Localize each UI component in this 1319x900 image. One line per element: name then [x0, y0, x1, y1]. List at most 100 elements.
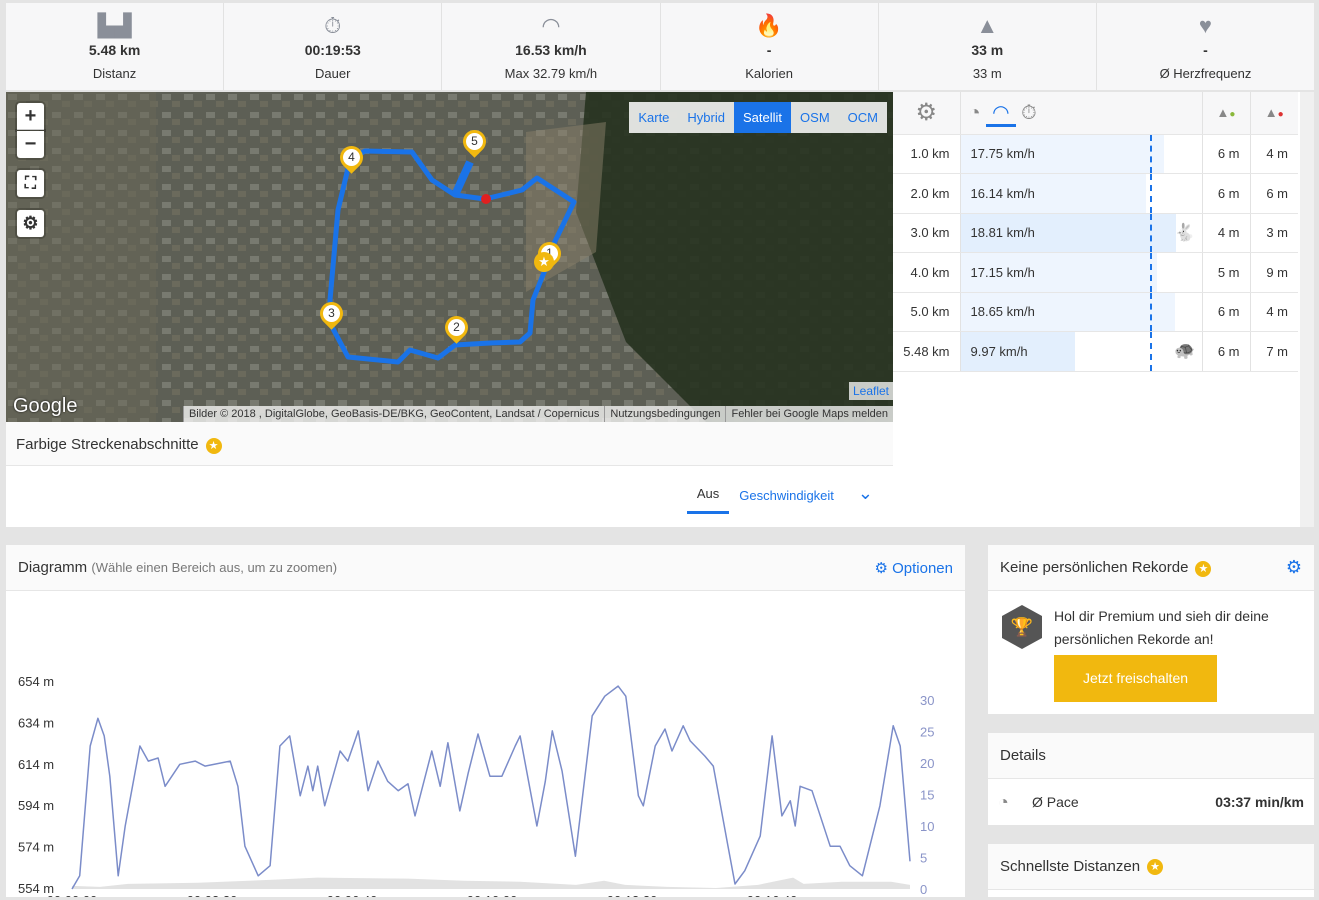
road-icon: ▙▟ — [97, 13, 132, 38]
segment-option-geschwindigkeit[interactable]: Geschwindigkeit — [739, 487, 834, 503]
start-star-icon[interactable]: ★ — [534, 252, 554, 272]
y-right-tick: 15 — [920, 788, 934, 803]
speed-bar — [960, 134, 1165, 173]
average-line — [1150, 134, 1153, 173]
scrollbar[interactable] — [1300, 92, 1314, 527]
split-distance: 5.48 km — [893, 331, 961, 372]
split-distance: 5.0 km — [893, 292, 961, 332]
zoom-in-button[interactable]: + — [17, 103, 44, 130]
y-right-tick: 10 — [920, 819, 934, 834]
y-right-tick: 0 — [920, 882, 927, 897]
elevation-up-icon: ▲ — [976, 13, 999, 38]
speed-bar — [960, 174, 1146, 213]
ascent-icon: ▲● — [1202, 92, 1251, 135]
split-ascent: 6 m — [1202, 134, 1251, 174]
diagram-title: Diagramm — [18, 559, 88, 576]
hare-icon: 🐇 — [1174, 222, 1196, 242]
diagram-panel: Diagramm (Wähle einen Bereich aus, um zu… — [6, 545, 965, 900]
unlock-premium-button[interactable]: Jetzt freischalten — [1054, 655, 1217, 702]
gear-icon: ⚙ — [874, 559, 888, 577]
zoom-out-button[interactable]: − — [17, 131, 44, 158]
heart-icon: ♥ — [1198, 13, 1212, 38]
attribution-item[interactable]: Fehler bei Google Maps melden — [725, 406, 893, 422]
speed-elevation-chart[interactable]: 554 m 574 m 594 m 614 m 634 m 654 m 0 5 10 15 20 25… — [6, 591, 965, 900]
split-descent: 6 m — [1250, 173, 1298, 214]
premium-star-icon: ★ — [1195, 560, 1212, 577]
y-left-tick: 554 m — [18, 881, 54, 896]
stat-max-km-h: ◠ 16.53 km/h Max 32.79 km/h — [442, 3, 661, 90]
average-line — [1150, 253, 1153, 292]
speed-bar — [960, 292, 1175, 331]
pace-tab-icon[interactable]: ◔ — [968, 102, 981, 125]
stat-value: - — [1203, 42, 1208, 58]
x-tick: 00:13:20 — [607, 893, 658, 897]
stat-value: 00:19:53 — [304, 42, 361, 58]
layer-satellit[interactable]: Satellit — [734, 102, 792, 133]
layer-osm[interactable]: OSM — [800, 110, 830, 125]
stat-value: 16.53 km/h — [515, 42, 587, 58]
stat-label: Ø Herzfrequenz — [1159, 66, 1252, 81]
premium-star-icon: ★ — [205, 438, 222, 454]
split-settings-icon[interactable]: ⚙ — [893, 92, 961, 135]
average-line — [1150, 174, 1153, 213]
x-tick: 00:06:40 — [327, 893, 378, 897]
stat-value: - — [766, 42, 772, 58]
speed-tab-icon[interactable]: ◠ — [986, 102, 1016, 128]
y-right-tick: 5 — [920, 851, 927, 866]
fastest-distances-panel: Schnellste Distanzen ★ — [988, 844, 1314, 897]
route-spur — [451, 160, 474, 197]
fullscreen-icon: ⛶ — [24, 175, 37, 192]
x-tick: 00:16:40 — [747, 893, 798, 897]
fullscreen-button[interactable]: ⛶ — [17, 170, 44, 197]
x-tick: 00:10:00 — [467, 893, 518, 897]
records-settings-icon[interactable]: ⚙ — [1285, 557, 1302, 577]
layer-karte[interactable]: Karte — [638, 110, 670, 125]
options-button[interactable]: ⚙ Optionen — [874, 559, 953, 577]
split-distance: 4.0 km — [893, 252, 961, 293]
average-line — [1150, 332, 1153, 371]
stat-label: Kalorien — [745, 66, 793, 81]
leaflet-link[interactable]: Leaflet — [848, 382, 893, 400]
average-line — [1150, 292, 1153, 331]
stat--m: ▲ 33 m 33 m — [879, 3, 1097, 90]
gear-icon: ⚙ — [22, 213, 39, 233]
speed-bar — [960, 213, 1177, 252]
segment-option-aus[interactable]: Aus — [686, 482, 730, 514]
diagram-hint: (Wähle einen Bereich aus, um zu zoomen) — [91, 560, 338, 575]
stat--herzfrequenz: ♥ - Ø Herzfrequenz — [1097, 3, 1314, 90]
colored-segments-panel: Farbige Streckenabschnitte ★ Aus Geschwind… — [6, 422, 893, 527]
y-left-tick: 654 m — [18, 674, 54, 689]
pace-label: Ø Pace — [1032, 794, 1079, 810]
stat-kalorien: 🔥 - Kalorien — [661, 3, 879, 90]
layer-ocm[interactable]: OCM — [847, 110, 878, 125]
y-left-tick: 634 m — [18, 715, 54, 730]
split-ascent: 6 m — [1202, 173, 1251, 214]
duration-tab-icon[interactable]: ⏱ — [1021, 102, 1037, 125]
layer-hybrid[interactable]: Hybrid — [687, 110, 725, 125]
stat-label: Dauer — [315, 66, 351, 81]
stopwatch-icon: ⏱ — [324, 13, 342, 38]
elevation-area — [72, 877, 910, 889]
split-distance: 2.0 km — [893, 173, 961, 214]
map[interactable]: 12345★ + − ⛶ ⚙ KarteHybridSatellitOSMOCM… — [6, 92, 893, 422]
stat-label: Distanz — [92, 66, 137, 81]
descent-icon: ▲● — [1250, 92, 1298, 135]
split-speed: 9.97 km/h — [970, 343, 1028, 359]
attribution-item[interactable]: Nutzungsbedingungen — [604, 406, 725, 422]
split-ascent: 4 m — [1202, 213, 1251, 253]
chevron-down-icon[interactable]: ⌄ — [857, 482, 873, 503]
current-position-dot — [481, 194, 491, 204]
stat-value: 33 m — [971, 42, 1004, 58]
x-tick: 00:03:20 — [187, 893, 238, 897]
split-distance: 1.0 km — [893, 134, 961, 174]
map-settings-button[interactable]: ⚙ — [17, 210, 44, 237]
split-descent: 3 m — [1250, 213, 1298, 253]
split-descent: 7 m — [1250, 331, 1298, 372]
y-right-tick: 25 — [920, 725, 934, 740]
